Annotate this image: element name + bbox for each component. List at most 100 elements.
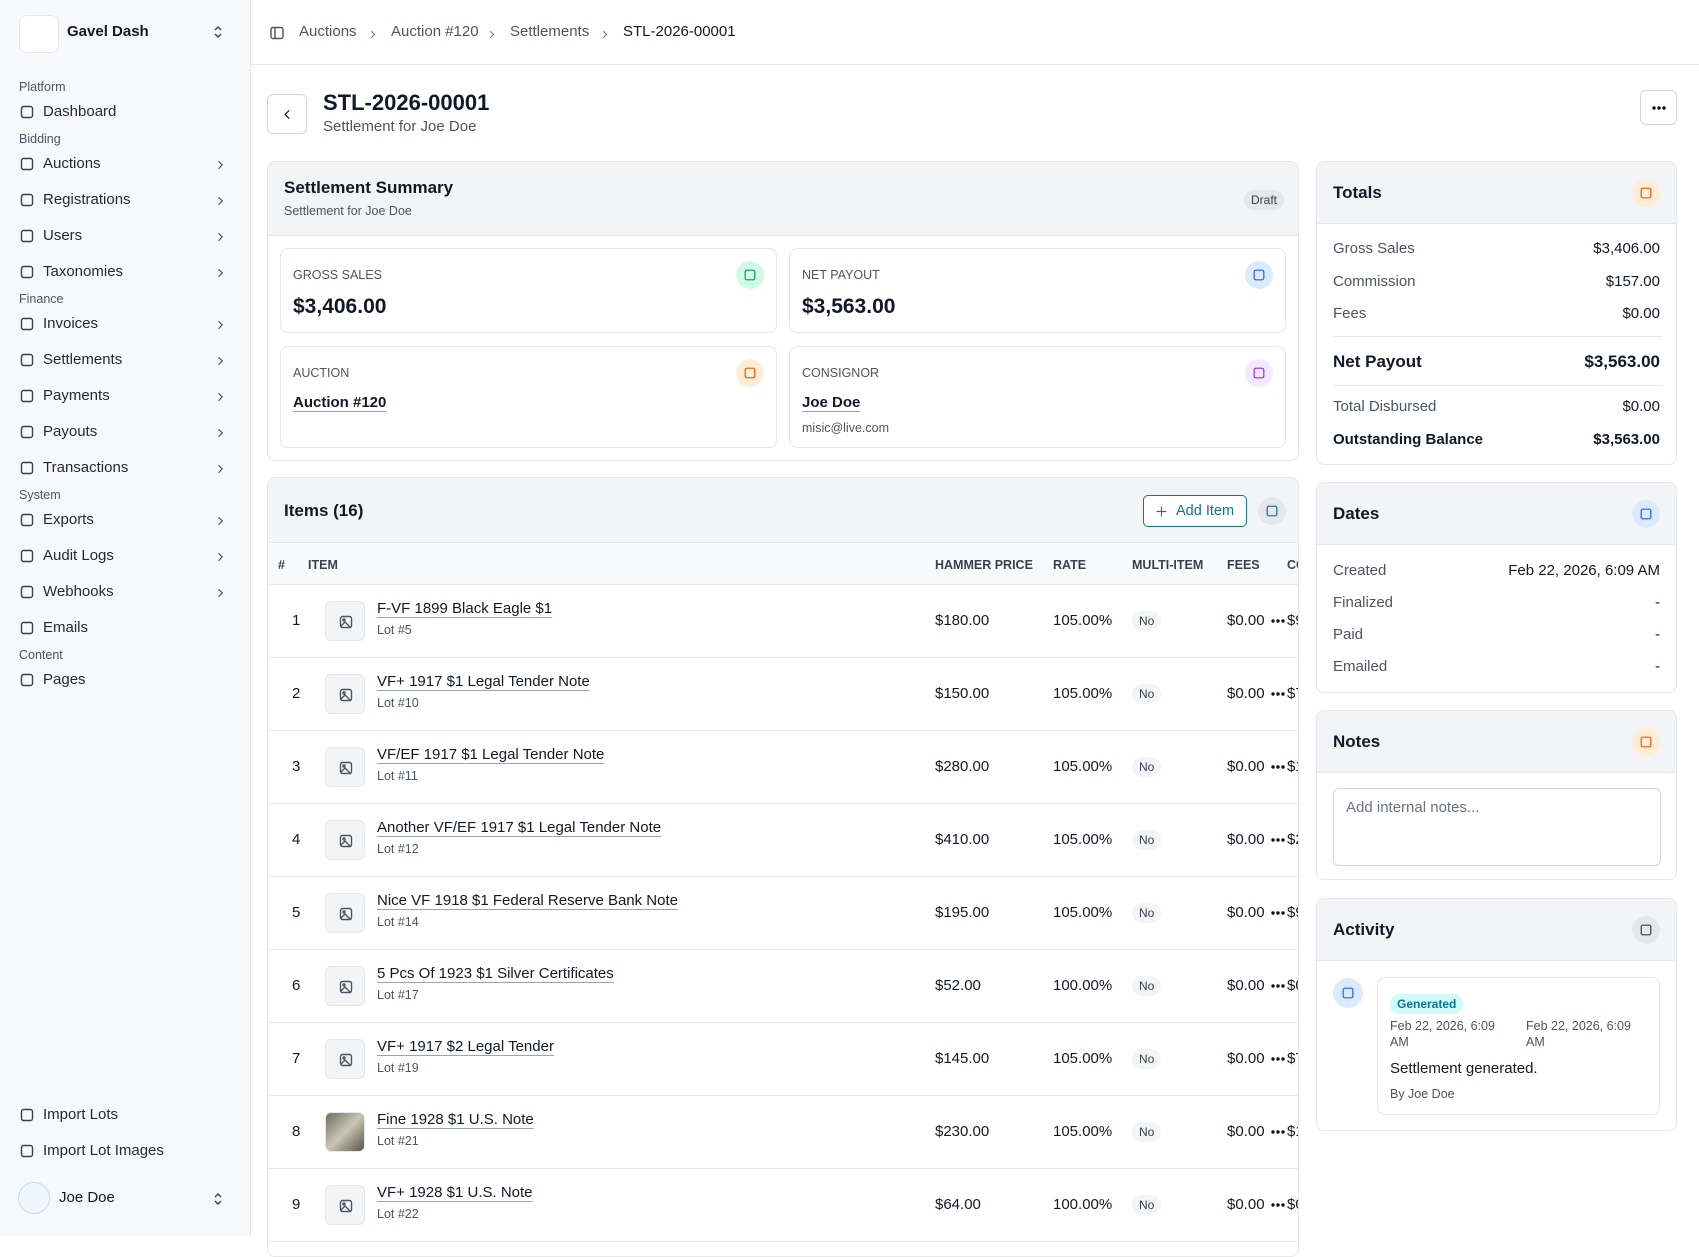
icon [1270, 1051, 1286, 1067]
cell: $150.00 [935, 685, 990, 702]
stat-label: GROSS SALES [293, 268, 382, 282]
add-item-button[interactable]: Add Item [1143, 495, 1247, 527]
cell: $20.50 [1287, 831, 1298, 848]
totals-card: Totals Gross Sales $3,406.00 Commission $157… [1316, 161, 1677, 465]
cell: $7.25 [1287, 1050, 1298, 1067]
cell: $180.00 [935, 612, 990, 629]
nav-item[interactable]: Invoices [43, 315, 99, 332]
icon [338, 760, 354, 776]
card-title: Items (16) [284, 501, 364, 520]
cell: $64.00 [935, 1196, 981, 1213]
date-label: Paid [1333, 626, 1364, 643]
card-title: Totals [1333, 183, 1382, 202]
nav-item[interactable]: Payouts [43, 423, 98, 440]
total-value: $0.00 [1622, 305, 1660, 322]
icon [338, 833, 354, 849]
cell: $195.00 [935, 904, 990, 921]
item-lot: Lot #10 [377, 696, 419, 710]
user-name[interactable]: Joe Doe [59, 1189, 115, 1206]
icon [19, 388, 35, 404]
nav-item[interactable]: Registrations [43, 191, 131, 208]
cell: 100.00% [1053, 977, 1113, 994]
row-number: 2 [292, 685, 301, 702]
workspace-name[interactable]: Gavel Dash [67, 23, 149, 40]
header-divider [251, 64, 1699, 65]
status-badge: Draft [1244, 190, 1285, 210]
nav-item[interactable]: Users [43, 227, 83, 244]
back-button[interactable] [267, 94, 307, 134]
icon [1270, 1124, 1286, 1140]
item-name[interactable]: Another VF/EF 1917 $1 Legal Tender Note [377, 819, 662, 836]
nav-item[interactable]: Dashboard [43, 103, 117, 120]
item-name[interactable]: VF+ 1917 $2 Legal Tender [377, 1038, 554, 1055]
icon [1639, 923, 1653, 937]
icon [19, 316, 35, 332]
icon [210, 1191, 226, 1207]
nav-item[interactable]: Transactions [43, 459, 129, 476]
row-divider [268, 876, 1298, 877]
row-divider [268, 1095, 1298, 1096]
icon [338, 906, 354, 922]
item-name[interactable]: F-VF 1899 Black Eagle $1 [377, 600, 553, 617]
icon [1270, 1197, 1286, 1213]
item-lot: Lot #19 [377, 1061, 419, 1075]
page-title: STL-2026-00001 [323, 90, 490, 115]
nav-item[interactable]: Settlements [43, 351, 123, 368]
icon [19, 228, 35, 244]
icon [210, 24, 226, 40]
nav-item[interactable]: Payments [43, 387, 110, 404]
nav-item[interactable]: Import Lots [43, 1106, 119, 1123]
nav-item[interactable]: Auctions [43, 155, 101, 172]
item-name[interactable]: VF+ 1917 $1 Legal Tender Note [377, 673, 590, 690]
icon [214, 230, 226, 242]
stat-link[interactable]: Joe Doe [802, 394, 861, 411]
item-name[interactable]: 5 Pcs Of 1923 $1 Silver Certificates [377, 965, 614, 982]
summary-card: Settlement Summary Settlement for Joe Doe… [267, 161, 1299, 461]
nav-item[interactable]: Exports [43, 511, 94, 528]
multi-badge: No [1132, 830, 1162, 850]
export-icon[interactable] [1258, 497, 1286, 525]
more-button[interactable] [1640, 90, 1677, 125]
total-label: Fees [1333, 305, 1367, 322]
icon [743, 366, 757, 380]
row-divider [268, 1168, 1298, 1169]
cell: 105.00% [1053, 612, 1113, 629]
icon [338, 979, 354, 995]
card-header [268, 478, 1298, 543]
item-name[interactable]: VF/EF 1917 $1 Legal Tender Note [377, 746, 605, 763]
nav-item[interactable]: Webhooks [43, 583, 114, 600]
stat-link[interactable]: Auction #120 [293, 394, 387, 411]
icon [1265, 504, 1279, 518]
section-label: Bidding [19, 132, 61, 146]
cell: $7.50 [1287, 685, 1298, 702]
row-number: 7 [292, 1050, 301, 1067]
cell: $9.00 [1287, 612, 1298, 629]
breadcrumb-item[interactable]: Auctions [299, 23, 357, 40]
icon [338, 687, 354, 703]
card-title: Dates [1333, 504, 1380, 523]
item-name[interactable]: Fine 1928 $1 U.S. Note [377, 1111, 534, 1128]
card-header [1317, 711, 1676, 773]
breadcrumb-item[interactable]: Settlements [510, 23, 590, 40]
total-value: $3,563.00 [1593, 431, 1660, 448]
nav-item[interactable]: Audit Logs [43, 547, 114, 564]
nav-item[interactable]: Taxonomies [43, 263, 124, 280]
stat-card: NET PAYOUT $3,563.00 [789, 248, 1286, 333]
item-name[interactable]: VF+ 1928 $1 U.S. Note [377, 1184, 533, 1201]
nav-item[interactable]: Emails [43, 619, 89, 636]
icon [214, 266, 226, 278]
activity-date: Feb 22, 2026, 6:09 AM [1526, 1019, 1631, 1049]
nav-item[interactable]: Pages [43, 671, 86, 688]
icon [338, 1052, 354, 1068]
cell: $0.00 [1227, 977, 1265, 994]
stat-card: CONSIGNOR Joe Doe misic@live.com [789, 346, 1286, 448]
multi-badge: No [1132, 1195, 1162, 1215]
icon [214, 462, 226, 474]
item-name[interactable]: Nice VF 1918 $1 Federal Reserve Bank Not… [377, 892, 678, 909]
total-value: $157.00 [1605, 273, 1660, 290]
cell: 105.00% [1053, 758, 1113, 775]
breadcrumb-item[interactable]: Auction #120 [391, 23, 479, 40]
card-icon [1632, 500, 1660, 528]
nav-item[interactable]: Import Lot Images [43, 1142, 164, 1159]
notes-input[interactable]: Add internal notes... [1333, 788, 1661, 866]
